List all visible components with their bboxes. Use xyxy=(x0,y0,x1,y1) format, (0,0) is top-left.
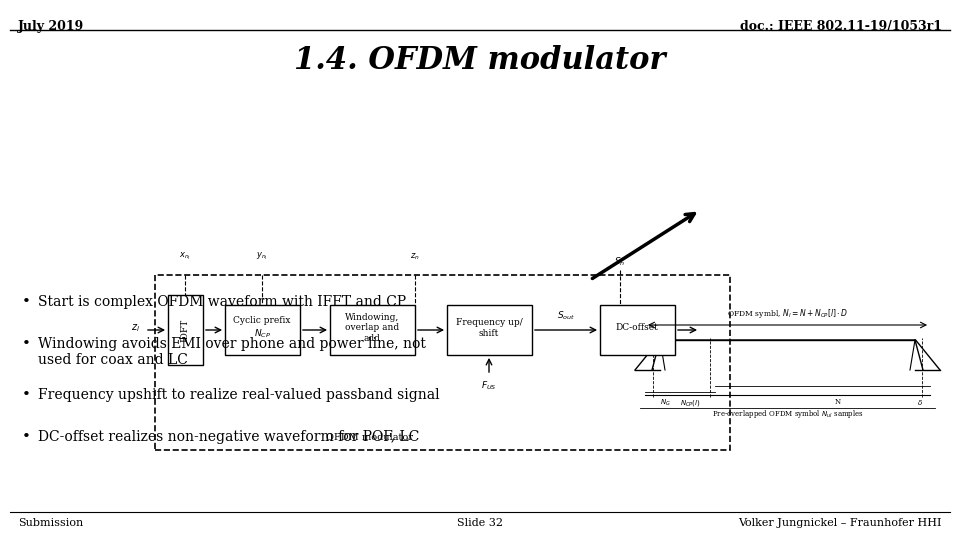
Text: $F_{US}$: $F_{US}$ xyxy=(481,380,497,393)
Text: Windowing,
overlap and
add: Windowing, overlap and add xyxy=(345,313,399,343)
FancyBboxPatch shape xyxy=(225,305,300,355)
Text: Pre-overlapped OFDM symbol $N_{ul}$ samples: Pre-overlapped OFDM symbol $N_{ul}$ samp… xyxy=(711,408,863,420)
Text: •: • xyxy=(22,337,31,351)
Text: $z_n$: $z_n$ xyxy=(410,252,420,262)
FancyBboxPatch shape xyxy=(168,295,203,365)
Text: 1.4. OFDM modulator: 1.4. OFDM modulator xyxy=(294,45,666,76)
Text: OFDM symbl, $N_l = N + N_{CP}[l] \cdot D$: OFDM symbl, $N_l = N + N_{CP}[l] \cdot D… xyxy=(727,307,848,320)
Text: $N_{CP}(l)$: $N_{CP}(l)$ xyxy=(680,398,701,408)
Text: $y_{n_l}$: $y_{n_l}$ xyxy=(256,251,268,262)
Text: $S_{out}$: $S_{out}$ xyxy=(557,309,575,322)
Text: Windowing avoids EMI over phone and power line, not
used for coax and LC: Windowing avoids EMI over phone and powe… xyxy=(38,337,426,367)
FancyBboxPatch shape xyxy=(447,305,532,355)
FancyBboxPatch shape xyxy=(330,305,415,355)
Text: •: • xyxy=(22,388,31,402)
Text: N: N xyxy=(834,398,841,406)
FancyBboxPatch shape xyxy=(600,305,675,355)
Text: $\delta$: $\delta$ xyxy=(917,398,923,407)
Text: Cyclic prefix
$N_{CP}$: Cyclic prefix $N_{CP}$ xyxy=(233,316,291,340)
Text: Slide 32: Slide 32 xyxy=(457,518,503,528)
Text: $S_n$: $S_n$ xyxy=(614,255,626,268)
Text: $x_{n_l}$: $x_{n_l}$ xyxy=(179,251,191,262)
Text: Frequency up/
shift: Frequency up/ shift xyxy=(456,318,522,338)
Text: •: • xyxy=(22,295,31,309)
Text: $z_l$: $z_l$ xyxy=(131,322,140,334)
Text: Frequency upshift to realize real-valued passband signal: Frequency upshift to realize real-valued… xyxy=(38,388,440,402)
Text: DC-offset realizes non-negative waveform for POF, LC: DC-offset realizes non-negative waveform… xyxy=(38,430,420,444)
Text: •: • xyxy=(22,430,31,444)
Text: Submission: Submission xyxy=(18,518,84,528)
Text: Volker Jungnickel – Fraunhofer HHI: Volker Jungnickel – Fraunhofer HHI xyxy=(738,518,942,528)
Text: Start is complex OFDM waveform with IFFT and CP: Start is complex OFDM waveform with IFFT… xyxy=(38,295,406,309)
Text: July 2019: July 2019 xyxy=(18,20,84,33)
Text: OFDM modulator: OFDM modulator xyxy=(326,433,414,442)
Text: IDFT: IDFT xyxy=(180,319,189,342)
Text: $N_{G}$: $N_{G}$ xyxy=(660,398,670,408)
Text: DC-offset: DC-offset xyxy=(615,323,659,333)
Text: doc.: IEEE 802.11-19/1053r1: doc.: IEEE 802.11-19/1053r1 xyxy=(740,20,942,33)
